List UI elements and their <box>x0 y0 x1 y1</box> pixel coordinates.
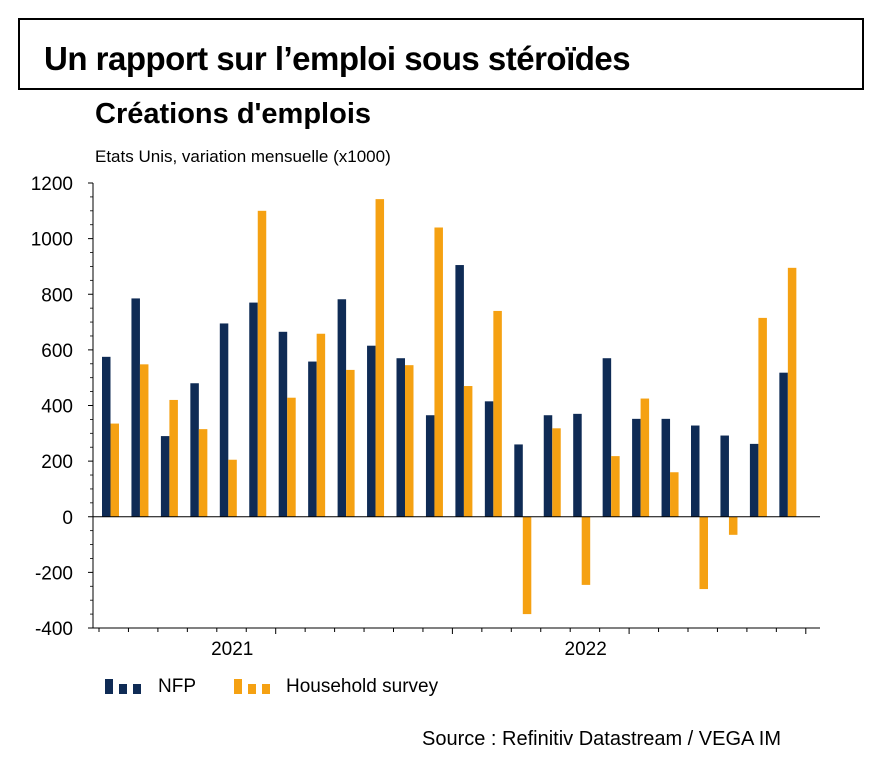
household-bar <box>699 516 708 590</box>
household-bar <box>640 398 650 517</box>
nfp-bar <box>455 265 464 517</box>
nfp-bar <box>514 444 523 517</box>
legend-nfp-swatch <box>105 679 113 694</box>
nfp-bar <box>278 331 288 517</box>
legend: NFP Household survey <box>105 676 439 697</box>
household-bar <box>287 397 296 517</box>
nfp-bar <box>190 383 199 517</box>
nfp-bar <box>632 418 641 517</box>
household-bar <box>405 365 414 517</box>
nfp-bar <box>396 358 405 517</box>
household-bar <box>228 459 237 517</box>
nfp-bar <box>308 361 317 517</box>
household-bar <box>139 364 149 517</box>
household-bar <box>552 428 561 517</box>
household-bar <box>169 399 178 517</box>
household-bar <box>198 429 208 517</box>
x-year-label: 2021 <box>211 639 253 660</box>
household-bar <box>522 516 532 615</box>
nfp-bar <box>573 413 582 517</box>
chart-title: Créations d'emplois <box>95 98 372 130</box>
household-bar <box>581 516 591 585</box>
banner: Un rapport sur l’emploi sous stéroïdes <box>18 18 864 90</box>
nfp-bar <box>249 302 258 517</box>
household-bar <box>670 472 679 517</box>
legend-household-swatch <box>248 684 256 694</box>
nfp-bar <box>602 358 612 517</box>
axes-layer: 1200 1000 800 600 400 200 0 -200 -400 2021 2022 <box>31 174 820 660</box>
household-bar <box>463 386 473 517</box>
nfp-bar <box>160 436 170 517</box>
household-bar <box>611 456 620 517</box>
legend-nfp-label: NFP <box>158 676 196 697</box>
household-bar <box>728 516 738 535</box>
bars-layer <box>102 199 797 615</box>
household-bar <box>434 227 443 517</box>
household-bar <box>787 267 797 517</box>
household-bar <box>316 333 326 517</box>
y-tick-label: 600 <box>41 341 73 362</box>
nfp-bar <box>720 435 729 517</box>
nfp-bar <box>543 415 553 517</box>
nfp-bar <box>219 323 229 517</box>
household-bar <box>375 199 385 517</box>
nfp-bar <box>131 298 140 517</box>
legend-nfp-swatch <box>119 684 127 694</box>
household-bar <box>493 310 502 517</box>
nfp-bar <box>484 401 494 517</box>
y-tick-label: 400 <box>41 397 73 418</box>
nfp-bar <box>102 356 111 517</box>
household-bar <box>346 369 355 517</box>
household-bar <box>257 210 267 517</box>
legend-nfp-swatch <box>133 684 141 694</box>
y-tick-label: 200 <box>41 452 73 473</box>
legend-household-label: Household survey <box>286 676 439 697</box>
household-bar <box>110 423 119 517</box>
nfp-bar <box>749 443 759 517</box>
nfp-bar <box>367 345 376 517</box>
y-tick-label: 1200 <box>31 174 73 195</box>
y-tick-label: -200 <box>35 563 73 584</box>
household-bar <box>758 317 767 517</box>
nfp-bar <box>337 299 347 517</box>
y-tick-label: 0 <box>62 508 73 529</box>
nfp-bar <box>425 415 435 517</box>
x-year-label: 2022 <box>565 639 607 660</box>
y-tick-label: 1000 <box>31 230 73 251</box>
legend-household-swatch <box>234 679 242 694</box>
legend-household-swatch <box>262 684 270 694</box>
chart-subtitle: Etats Unis, variation mensuelle (x1000) <box>95 147 391 166</box>
banner-title: Un rapport sur l’emploi sous stéroïdes <box>44 40 631 77</box>
y-tick-label: -400 <box>35 619 73 640</box>
nfp-bar <box>691 425 700 517</box>
y-tick-label: 800 <box>41 285 73 306</box>
source-note: Source : Refinitiv Datastream / VEGA IM <box>422 728 782 750</box>
nfp-bar <box>779 372 788 517</box>
nfp-bar <box>661 418 671 517</box>
